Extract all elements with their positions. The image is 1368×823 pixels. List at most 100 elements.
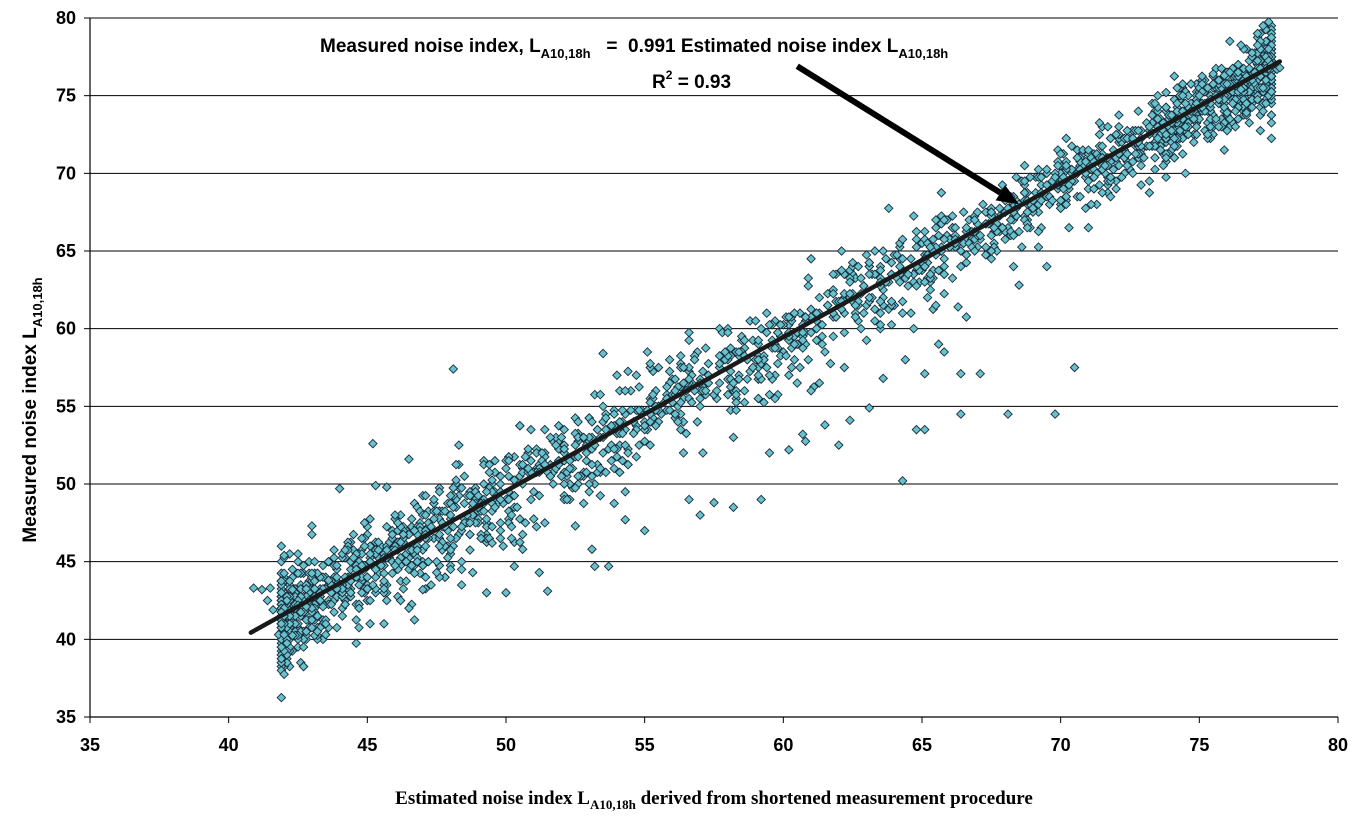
data-point bbox=[298, 642, 309, 652]
data-point bbox=[870, 246, 880, 256]
data-point bbox=[1161, 152, 1171, 163]
data-point bbox=[1097, 187, 1108, 198]
data-point bbox=[542, 586, 553, 597]
data-point bbox=[1186, 79, 1196, 89]
data-point bbox=[1122, 149, 1133, 159]
data-point bbox=[919, 368, 930, 379]
data-point bbox=[1241, 107, 1252, 118]
data-point bbox=[850, 312, 861, 322]
data-point bbox=[836, 265, 847, 276]
data-point bbox=[961, 222, 972, 233]
data-point bbox=[734, 347, 744, 357]
data-point bbox=[764, 319, 775, 330]
data-point bbox=[365, 549, 375, 559]
data-point bbox=[861, 250, 872, 260]
data-point bbox=[1094, 129, 1105, 140]
data-point bbox=[933, 339, 944, 350]
data-point bbox=[1219, 145, 1230, 155]
data-point bbox=[723, 389, 733, 400]
data-point bbox=[1161, 102, 1171, 113]
data-point bbox=[1266, 110, 1277, 120]
data-point bbox=[931, 300, 941, 311]
data-point bbox=[947, 211, 958, 221]
data-point bbox=[847, 257, 858, 268]
data-point bbox=[362, 584, 373, 594]
y-tick-label: 50 bbox=[56, 474, 76, 494]
data-point bbox=[684, 494, 694, 505]
data-point bbox=[1244, 118, 1255, 128]
data-point bbox=[1150, 98, 1160, 109]
data-point bbox=[1136, 160, 1146, 171]
data-point bbox=[1069, 362, 1080, 373]
data-point bbox=[431, 556, 442, 567]
data-point bbox=[734, 374, 744, 384]
data-point bbox=[980, 242, 991, 252]
data-point bbox=[1108, 164, 1119, 175]
data-point bbox=[750, 316, 761, 326]
data-point bbox=[526, 455, 536, 466]
data-point bbox=[664, 354, 675, 365]
data-point bbox=[897, 308, 908, 318]
data-point bbox=[1111, 129, 1121, 140]
data-point bbox=[362, 572, 373, 583]
data-point bbox=[731, 389, 742, 400]
data-point bbox=[1244, 63, 1255, 74]
data-point bbox=[279, 629, 289, 640]
data-point bbox=[587, 417, 597, 427]
data-point bbox=[800, 436, 811, 447]
data-point bbox=[709, 497, 719, 508]
data-point bbox=[698, 366, 708, 377]
data-point bbox=[961, 257, 972, 268]
data-point bbox=[420, 490, 431, 501]
data-point bbox=[409, 568, 420, 579]
data-point bbox=[625, 405, 636, 416]
data-point bbox=[720, 347, 730, 357]
data-point bbox=[634, 440, 644, 451]
data-point bbox=[731, 405, 742, 416]
data-point bbox=[784, 312, 794, 322]
data-point bbox=[969, 246, 980, 256]
data-point bbox=[664, 405, 675, 416]
y-tick-label: 80 bbox=[56, 8, 76, 28]
data-point bbox=[1258, 106, 1268, 117]
data-point bbox=[401, 576, 411, 586]
data-point bbox=[1169, 152, 1180, 163]
data-point bbox=[459, 498, 470, 509]
data-point bbox=[639, 420, 650, 431]
data-point bbox=[1127, 156, 1138, 167]
data-point bbox=[393, 517, 403, 528]
data-point bbox=[481, 587, 492, 598]
data-point bbox=[908, 211, 919, 221]
data-point bbox=[1175, 125, 1185, 136]
data-point bbox=[1036, 172, 1047, 183]
data-point bbox=[476, 533, 486, 544]
data-point bbox=[545, 471, 556, 482]
data-point bbox=[434, 541, 445, 551]
data-point bbox=[465, 490, 475, 501]
data-point bbox=[515, 537, 525, 548]
data-point bbox=[1172, 83, 1182, 93]
y-tick-label: 65 bbox=[56, 241, 76, 261]
data-point bbox=[792, 378, 803, 388]
x-tick-label: 55 bbox=[635, 735, 655, 755]
data-point bbox=[1230, 106, 1241, 117]
data-point bbox=[573, 471, 583, 482]
data-point bbox=[473, 490, 484, 501]
data-point bbox=[784, 444, 794, 455]
annotation-arrow-shaft bbox=[795, 63, 1002, 196]
data-point bbox=[401, 556, 411, 567]
data-point bbox=[318, 560, 328, 571]
data-point bbox=[279, 568, 289, 579]
data-point bbox=[1225, 36, 1235, 47]
data-point bbox=[456, 483, 467, 493]
data-point bbox=[1019, 176, 1030, 186]
data-point bbox=[1152, 90, 1163, 101]
data-point bbox=[379, 584, 389, 594]
data-point bbox=[1055, 149, 1066, 159]
data-point bbox=[487, 475, 497, 485]
data-point bbox=[864, 269, 875, 280]
data-point bbox=[1047, 195, 1058, 206]
x-tick-label: 60 bbox=[773, 735, 793, 755]
data-point bbox=[684, 327, 694, 338]
y-tick-label: 45 bbox=[56, 552, 76, 572]
